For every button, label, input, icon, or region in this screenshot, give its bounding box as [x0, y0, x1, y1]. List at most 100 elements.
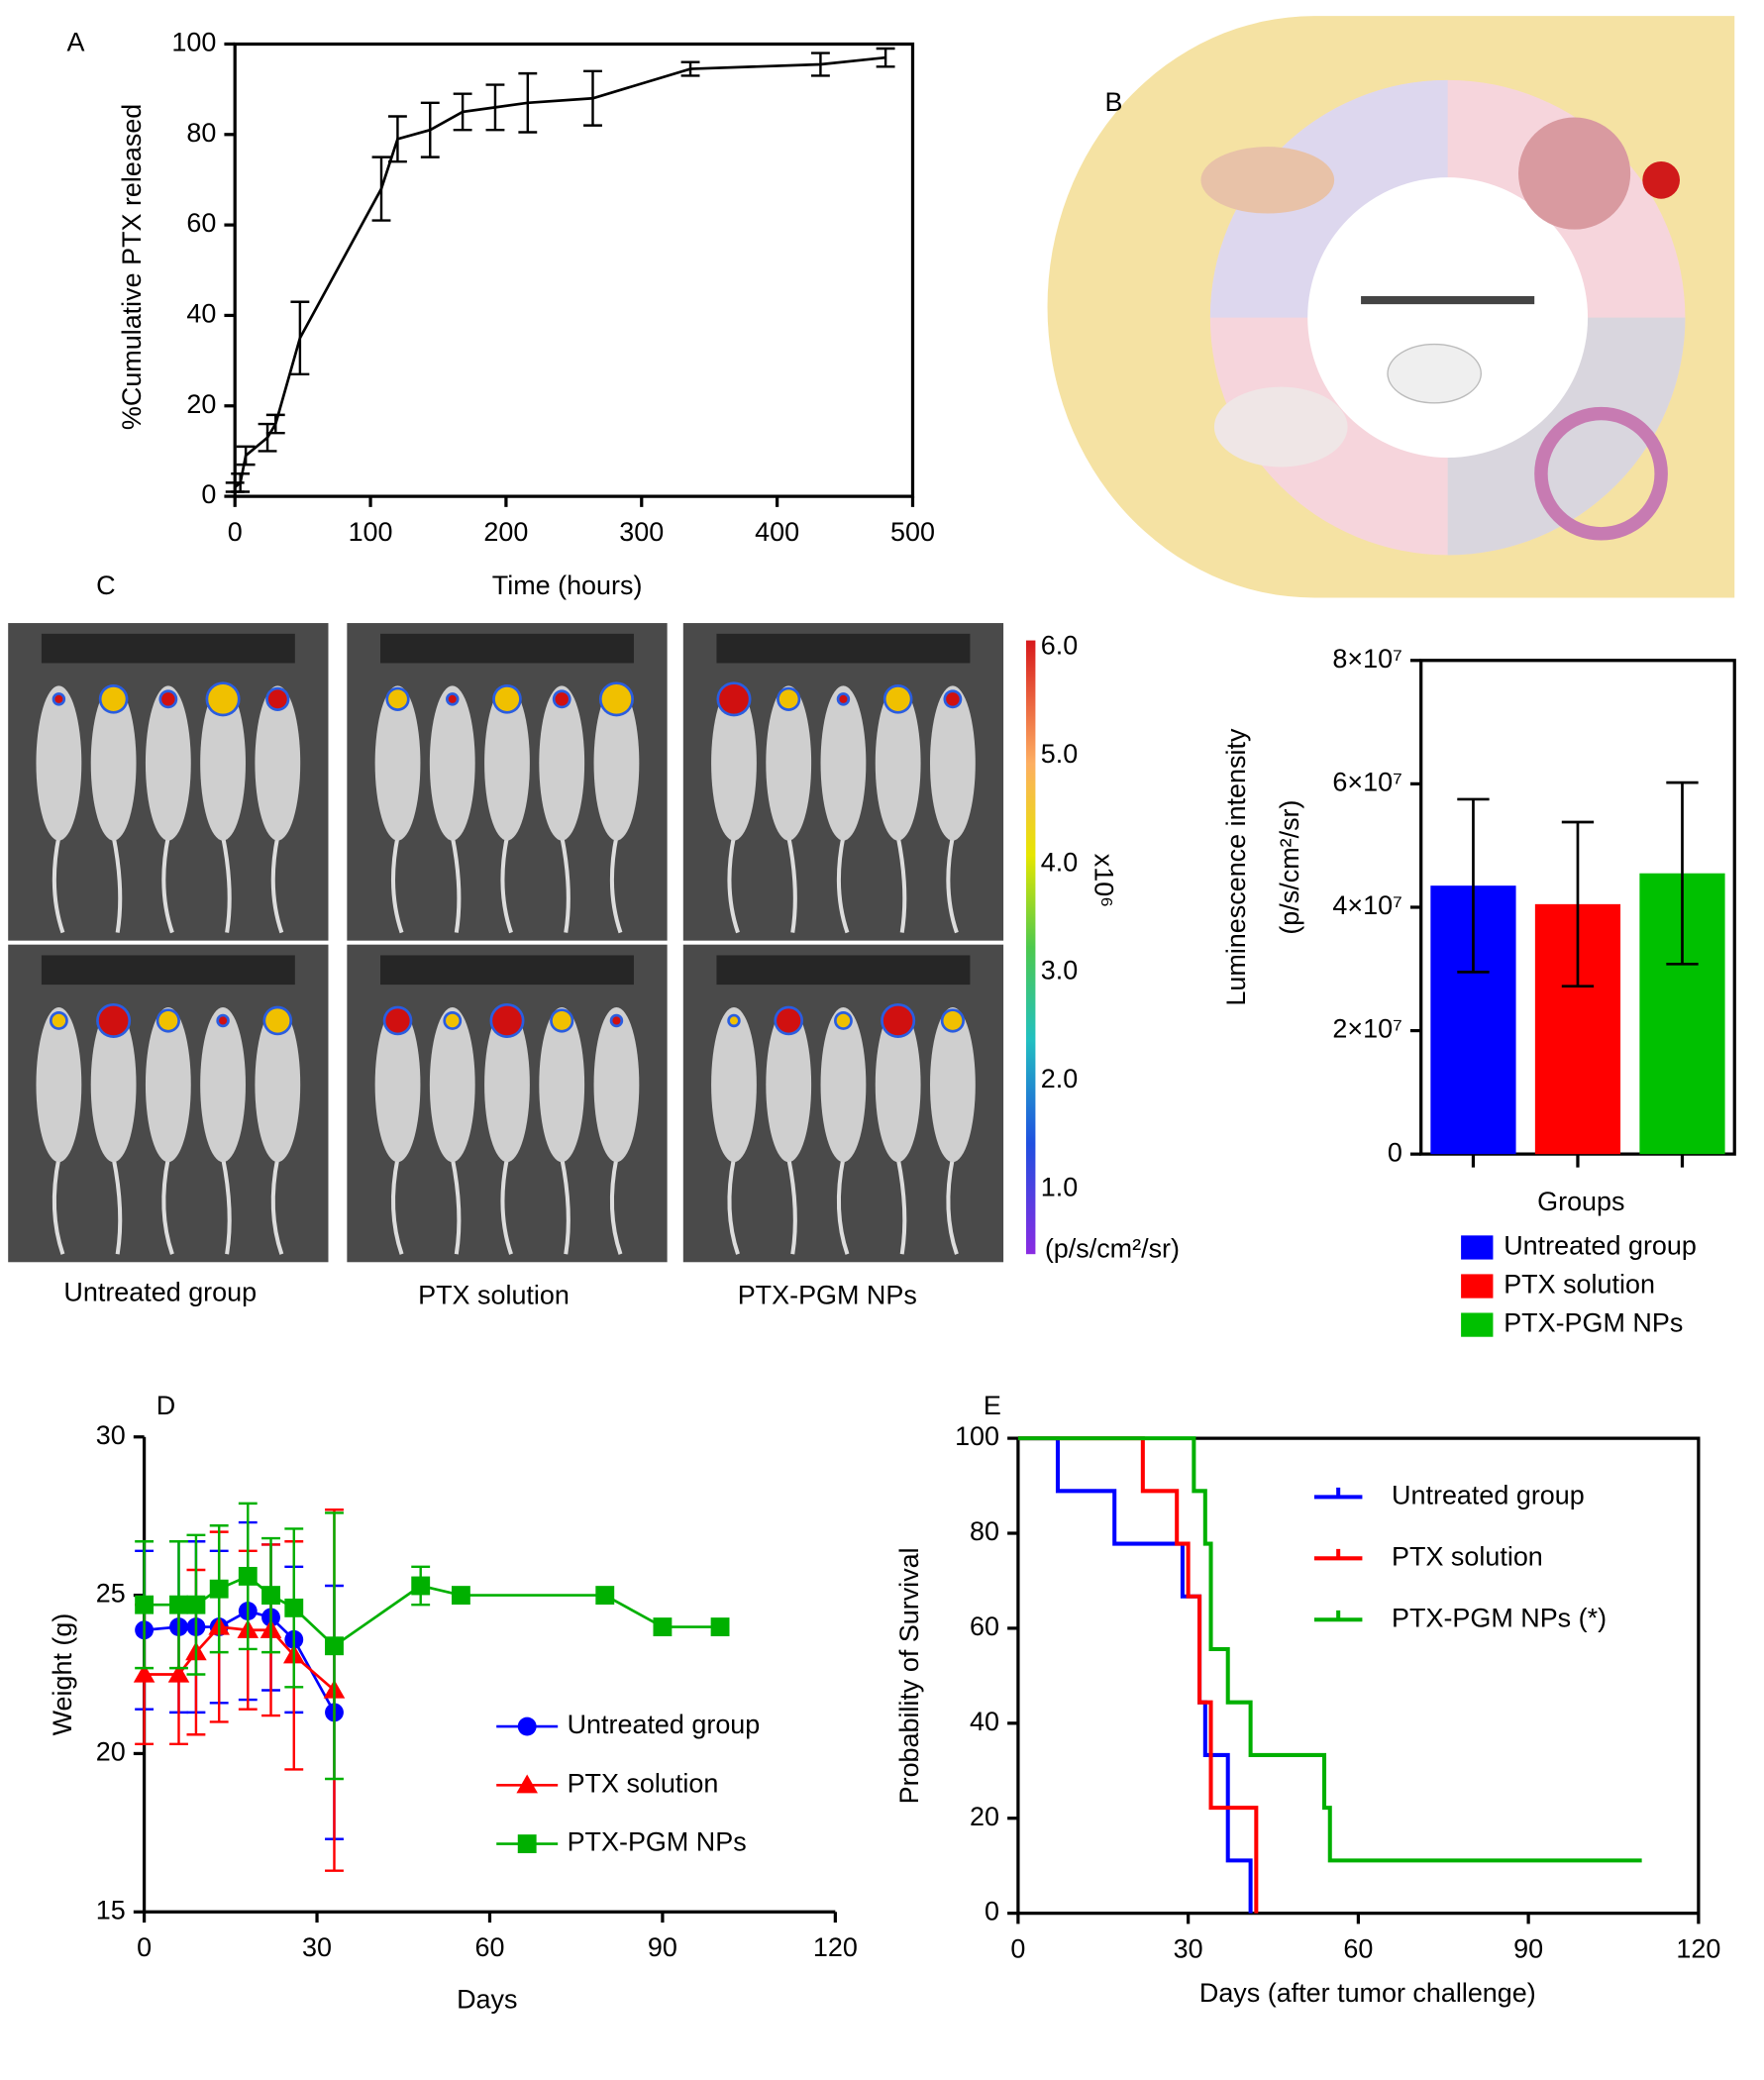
- legend-swatch: [1461, 1274, 1494, 1299]
- mouse: [374, 685, 421, 841]
- signal: [267, 689, 287, 709]
- point: [325, 1636, 344, 1656]
- mouse-tail: [111, 836, 123, 933]
- x-tick-label: 60: [1343, 1933, 1373, 1963]
- signal: [836, 1013, 851, 1028]
- point: [167, 1663, 190, 1683]
- legend-swatch: [1461, 1312, 1494, 1337]
- point: [261, 1586, 280, 1606]
- mouse-tail: [52, 1157, 65, 1255]
- y-tick-label: 20: [186, 389, 216, 419]
- legend-label: Untreated group: [568, 1710, 761, 1739]
- survival-curve: [1017, 1436, 1642, 1863]
- colorbar-tick-label: 3.0: [1041, 956, 1078, 986]
- point: [411, 1576, 431, 1596]
- error-bar: [518, 71, 538, 134]
- mouse: [875, 1006, 921, 1163]
- x-tick-label: 0: [1010, 1933, 1025, 1963]
- mouse-tail: [221, 836, 232, 933]
- point: [710, 1617, 730, 1636]
- y-tick-label: 15: [96, 1895, 126, 1924]
- mouse: [539, 685, 585, 841]
- mouse: [766, 685, 812, 841]
- signal: [385, 1008, 410, 1033]
- mouse: [766, 1006, 812, 1163]
- mouse-tail: [946, 1157, 959, 1255]
- x-tick-label: 0: [228, 517, 243, 547]
- x-tick-label: 400: [755, 517, 799, 547]
- group-label: Untreated group: [63, 1278, 257, 1307]
- x-tick-label: 500: [890, 517, 935, 547]
- mouse-tail: [161, 836, 174, 934]
- mouse: [875, 685, 921, 841]
- survival-curve: [1017, 1436, 1253, 1914]
- colorbar-exponent: x10⁶: [1090, 854, 1119, 908]
- signal: [729, 1016, 739, 1025]
- legend-label: PTX-PGM NPs (*): [1392, 1603, 1607, 1632]
- mouse-tail: [946, 836, 959, 934]
- y-axis-label: Luminescence intensity: [1221, 728, 1251, 1006]
- point: [133, 1663, 156, 1683]
- error-bar: [258, 422, 277, 453]
- mouse: [820, 1006, 867, 1163]
- signal: [601, 684, 632, 714]
- holder: [380, 955, 634, 986]
- x-tick-label: 30: [1174, 1933, 1203, 1963]
- error-bar: [371, 156, 391, 222]
- mouse: [200, 685, 246, 841]
- legend-label: Untreated group: [1504, 1231, 1697, 1261]
- y-axis-label: Probability of Survival: [894, 1547, 924, 1804]
- error-bar: [583, 69, 602, 127]
- y-tick-label: 6×10⁷: [1332, 767, 1401, 796]
- mouse-tail: [786, 1157, 797, 1255]
- y-tick-label: 0: [201, 479, 216, 509]
- point: [516, 1774, 538, 1794]
- holder: [380, 633, 634, 664]
- signal: [494, 686, 520, 711]
- error-bar: [453, 92, 472, 132]
- series-line: [144, 1574, 721, 1648]
- error-bar: [290, 300, 310, 376]
- mouse-tail: [450, 836, 462, 933]
- legend-label: PTX solution: [1392, 1541, 1543, 1571]
- y-tick-label: 25: [96, 1579, 126, 1609]
- illustration-b: [1047, 16, 1735, 598]
- signal: [448, 694, 457, 703]
- legend-label: PTX-PGM NPs: [1504, 1308, 1683, 1338]
- point: [595, 1586, 615, 1606]
- point: [135, 1595, 155, 1614]
- holder: [41, 955, 295, 986]
- error-bar: [810, 52, 830, 77]
- legend-line: [1313, 1610, 1363, 1622]
- mouse-tail: [270, 1157, 284, 1255]
- mouse: [145, 1006, 191, 1163]
- mouse: [374, 1006, 421, 1163]
- holder: [41, 633, 295, 664]
- y-tick-label: 60: [970, 1612, 999, 1641]
- colorbar-tick-label: 6.0: [1041, 630, 1078, 660]
- mouse-tail: [786, 836, 797, 933]
- error-bar: [876, 47, 895, 68]
- signal: [158, 1011, 178, 1030]
- x-tick-label: 0: [137, 1932, 152, 1962]
- x-tick-label: 30: [302, 1932, 332, 1962]
- y-tick-label: 40: [970, 1707, 999, 1736]
- point: [517, 1716, 537, 1736]
- x-axis-label: Days: [457, 1985, 517, 2015]
- signal: [161, 692, 175, 706]
- colorbar-tick-label: 1.0: [1041, 1173, 1078, 1202]
- signal: [552, 1011, 571, 1030]
- mouse-tail: [836, 1157, 850, 1255]
- x-axis-label: Days (after tumor challenge): [1199, 1978, 1536, 2008]
- legend-line: [1313, 1548, 1363, 1561]
- error-bar: [1666, 780, 1699, 966]
- legend-label: PTX solution: [1504, 1270, 1655, 1300]
- signal: [555, 692, 569, 706]
- group-label: PTX solution: [418, 1280, 570, 1309]
- x-tick-label: 60: [474, 1932, 504, 1962]
- mouse: [200, 1006, 246, 1163]
- panel-label: A: [66, 28, 84, 57]
- y-axis-label: Weight (g): [48, 1613, 77, 1736]
- y-tick-label: 4×10⁷: [1332, 890, 1401, 920]
